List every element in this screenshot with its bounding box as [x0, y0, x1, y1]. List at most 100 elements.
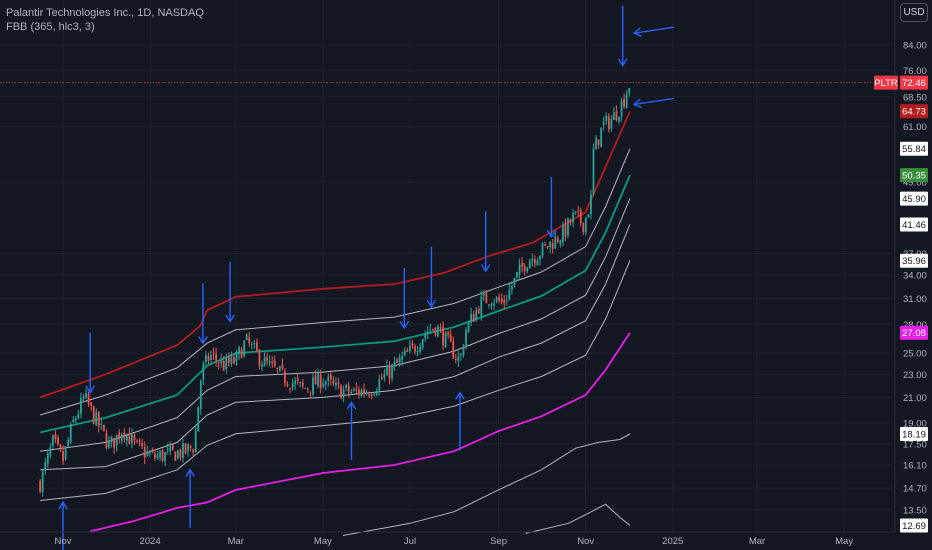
- candle-body: [353, 389, 355, 391]
- candle-body: [157, 455, 159, 457]
- candle-body: [55, 434, 57, 439]
- candle-body: [131, 434, 133, 442]
- candle-body: [531, 259, 533, 262]
- candle-body: [519, 265, 521, 275]
- candle-body: [44, 462, 46, 470]
- x-tick-label: May: [314, 536, 332, 547]
- candle-body: [404, 351, 406, 355]
- candle-body: [452, 341, 454, 358]
- candle-body: [488, 304, 490, 305]
- indicator-title[interactable]: FBB (365, hlc3, 3): [6, 20, 204, 34]
- candle-body: [422, 339, 424, 348]
- candle-body: [406, 350, 408, 352]
- candle-body: [259, 350, 261, 365]
- candle-body: [243, 341, 245, 356]
- candle-body: [248, 337, 250, 343]
- candle-body: [129, 433, 131, 444]
- x-tick-label: May: [835, 536, 853, 547]
- candle-body: [93, 406, 95, 423]
- candle-body: [424, 334, 426, 339]
- candle-body: [503, 300, 505, 304]
- candle-body: [126, 434, 128, 441]
- y-tick-label: 76.00: [903, 66, 927, 77]
- candle-body: [585, 218, 587, 232]
- candle-body: [547, 246, 549, 248]
- y-tick-label: 23.00: [903, 370, 927, 381]
- y-tick-label: 21.00: [903, 393, 927, 404]
- candle-body: [603, 122, 605, 125]
- candle-body: [149, 453, 151, 454]
- candle-body: [320, 374, 322, 388]
- candle-body: [139, 440, 141, 442]
- candle-body: [427, 332, 429, 333]
- candle-body: [386, 366, 388, 376]
- candle-body: [134, 435, 136, 440]
- candle-body: [355, 389, 357, 390]
- currency-button[interactable]: USD: [900, 3, 928, 22]
- candle-body: [238, 347, 240, 353]
- price-tag-value: 41.46: [902, 220, 926, 231]
- candle-body: [294, 381, 296, 384]
- price-tag-value: 55.84: [902, 144, 926, 155]
- candle-body: [282, 364, 284, 368]
- candle-body: [435, 328, 437, 335]
- candle-body: [371, 395, 373, 396]
- candle-body: [442, 327, 444, 346]
- candle-body: [384, 374, 386, 378]
- candle-body: [60, 445, 62, 450]
- candle-body: [542, 243, 544, 256]
- candle-body: [511, 286, 513, 290]
- candle-body: [215, 354, 217, 361]
- candle-body: [208, 356, 210, 361]
- candle-body: [526, 268, 528, 272]
- candle-body: [256, 342, 258, 351]
- candle-body: [195, 431, 197, 452]
- candle-body: [567, 218, 569, 235]
- candle-body: [106, 433, 108, 447]
- candle-body: [455, 359, 457, 360]
- symbol-title[interactable]: Palantir Technologies Inc., 1D, NASDAQ: [6, 6, 204, 20]
- candle-body: [154, 454, 156, 458]
- candle-body: [598, 140, 600, 146]
- candle-body: [182, 443, 184, 458]
- candle-body: [297, 378, 299, 381]
- candle-body: [539, 256, 541, 259]
- candle-body: [67, 440, 69, 447]
- candle-body: [437, 326, 439, 336]
- candle-body: [376, 391, 378, 395]
- candle-body: [562, 225, 564, 243]
- candle-body: [600, 128, 602, 147]
- candle-body: [419, 347, 421, 352]
- candle-body: [187, 444, 189, 450]
- candle-body: [396, 359, 398, 362]
- candle-body: [414, 346, 416, 351]
- candle-body: [358, 389, 360, 394]
- candle-body: [373, 394, 375, 395]
- candle-body: [623, 99, 625, 107]
- candle-body: [432, 329, 434, 330]
- price-tag-value: 50.35: [902, 170, 926, 181]
- candle-body: [302, 382, 304, 386]
- candle-body: [233, 357, 235, 363]
- candle-body: [496, 297, 498, 302]
- candle-body: [118, 433, 120, 440]
- candle-body: [450, 334, 452, 341]
- candle-body: [325, 382, 327, 385]
- candle-body: [223, 361, 225, 370]
- candle-body: [549, 242, 551, 247]
- candle-body: [47, 453, 49, 463]
- y-tick-label: 14.70: [903, 484, 927, 495]
- candle-body: [78, 414, 80, 418]
- candle-body: [108, 440, 110, 447]
- candle-body: [389, 367, 391, 379]
- candle-body: [378, 380, 380, 391]
- candle-body: [350, 392, 352, 393]
- candle-body: [626, 94, 628, 108]
- candle-body: [251, 344, 253, 345]
- x-tick-label: Nov: [577, 536, 594, 547]
- y-tick-label: 13.50: [903, 505, 927, 516]
- candle-body: [338, 383, 340, 384]
- candle-body: [588, 214, 590, 217]
- candle-body: [111, 438, 113, 442]
